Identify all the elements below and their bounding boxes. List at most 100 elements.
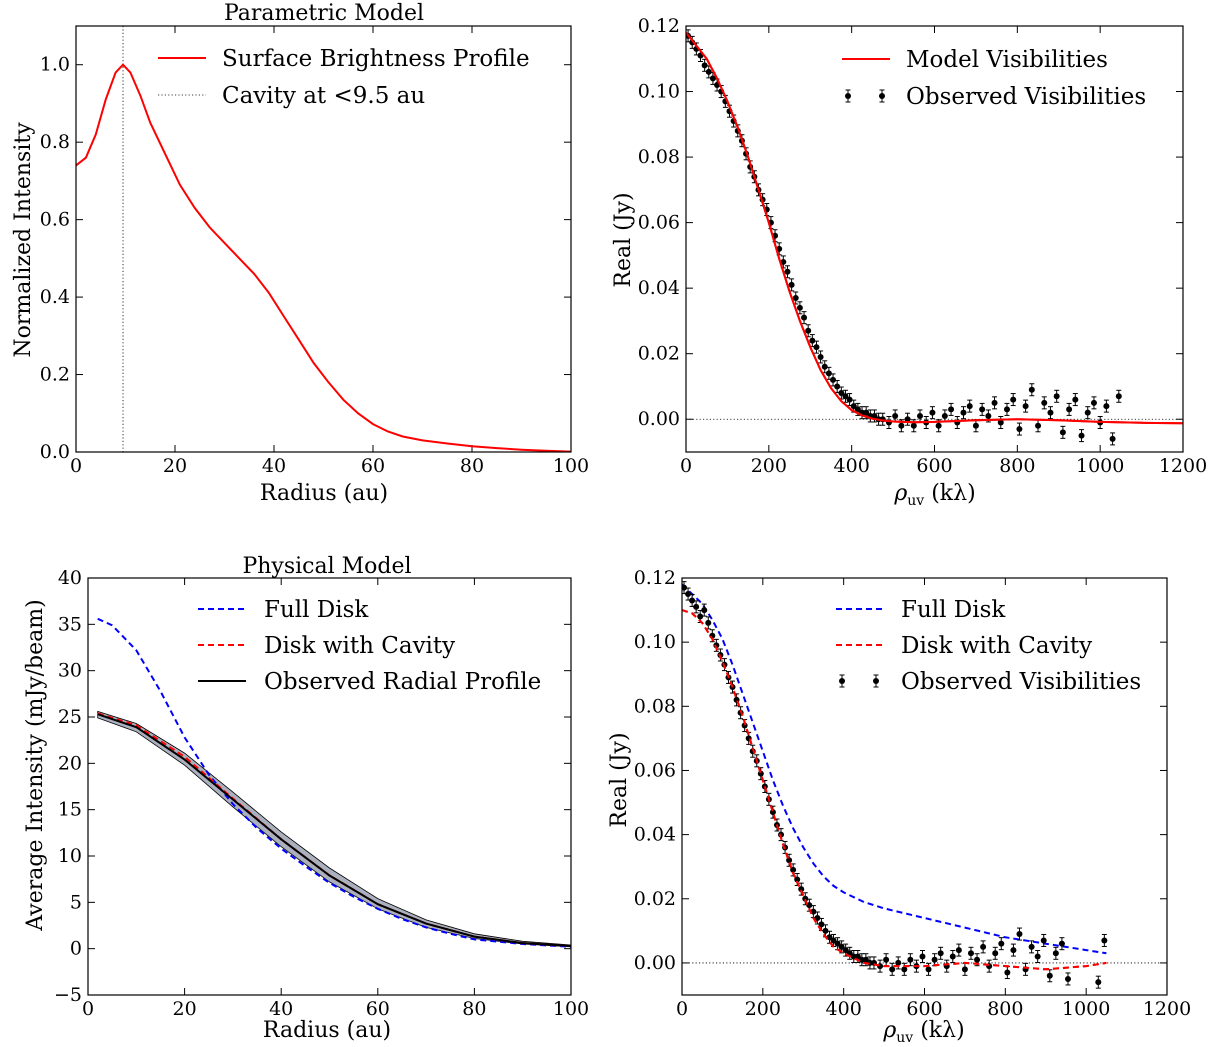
p2-xtick-label: 400 [834,455,870,477]
p2-xtick-label: 600 [916,455,952,477]
p4-data-point [685,587,692,601]
p4-data-point [943,959,950,973]
p3-legend-label: Observed Radial Profile [264,669,541,695]
p4-data-point [842,943,849,957]
p2-data-point [825,366,832,380]
p4-ytick-label: 0.00 [634,952,676,974]
p2-data-point [935,419,942,433]
p1-xtick-label: 60 [361,455,385,477]
p1-axes-frame [75,25,572,453]
p3-legend-label: Disk with Cavity [264,633,455,659]
p4-data-point [907,953,914,967]
p4-ytick-label: 0.12 [634,567,676,589]
p2-data-point [1016,422,1023,436]
p4-data-point [1101,933,1108,947]
p2-data-point [863,406,870,420]
p4-xtick-label: 800 [987,998,1023,1020]
p2-data-point [842,389,849,403]
p1-title: Parametric Model [224,1,424,26]
p4-data-point [883,953,890,967]
p4-series-line-1 [682,609,1107,971]
p1-ytick-label: 0.4 [40,286,70,308]
p2-data-point [780,255,787,269]
p1-ytick-label: 0.0 [40,441,70,463]
p3-legend-item: Full Disk [198,597,369,623]
p4-data-point [682,581,688,595]
p3-ytick-label: 5 [70,891,82,913]
p1-xtick-label: 100 [553,455,589,477]
p1-legend: Surface Brightness Profile Cavity at <9.5… [158,46,530,109]
p4-data-point [1040,933,1047,947]
p4-data-point [967,946,974,960]
p4-legend-item: Disk with Cavity [836,633,1092,659]
p4-data-point [1010,943,1017,957]
p4-data-point [693,600,700,614]
p4-legend-item: Full Disk [836,597,1006,623]
p3-ytick-label: 10 [58,845,82,867]
p2-data-point [1109,432,1116,446]
p2-data-point [941,409,948,423]
p2-data-point [796,301,803,315]
p3-uncertainty-band [97,710,571,948]
p2-data-point [997,416,1004,430]
p3-ytick-label: 35 [58,613,82,635]
p4-data-point [826,930,833,944]
p2-data-point [830,373,837,387]
p4-data-point [870,956,877,970]
p2-legend-label: Observed Visibilities [906,84,1146,110]
p4-legend-data-point [873,674,879,688]
p3-ytick-label: −5 [54,984,82,1006]
p4-data-point [1052,946,1059,960]
p2-data-point [834,379,841,393]
p1-ytick-label: 0.6 [40,209,70,231]
p3-ytick-label: 0 [70,938,82,960]
p4-ticks: 0 200 400 600 800 1000 1200 0.00 0.02 0.04 0.06 0.0… [634,567,1191,1020]
p3-xtick-label: 100 [553,998,589,1020]
p2-data-point [1035,419,1042,433]
p3-ytick-label: 30 [58,660,82,682]
p2-data-point [904,412,911,426]
p2-data-point [1059,425,1066,439]
p3-title: Physical Model [242,554,411,579]
p4-legend-item: Observed Visibilities [839,669,1141,695]
p2-ytick-label: 0.02 [638,343,680,365]
p1-legend-item: Surface Brightness Profile [158,46,530,72]
p4-data-point [980,940,987,954]
p1-legend-item: Cavity at <9.5 au [158,83,425,109]
p4-ytick-label: 0.06 [634,759,676,781]
panel-model-visibilities: ρuv (kλ) Real (Jy) 0 200 400 600 800 1000 1200… [611,15,1207,509]
p3-series-line-0 [97,617,571,948]
p4-legend-label: Observed Visibilities [901,669,1141,695]
p4-data-point [689,593,696,607]
p1-xtick-label: 40 [262,455,286,477]
p2-legend-data-point [845,89,851,103]
p2-data-point [817,350,824,364]
p2-xtick-label: 200 [751,455,787,477]
p4-data-point [701,603,708,617]
p4-data-point [901,962,908,976]
p4-data-point [998,937,1005,951]
p2-data-point [1028,383,1035,397]
p4-data-point [961,962,968,976]
p3-ylabel: Average Intensity (mJy/beam) [23,599,48,931]
p2-data-point [991,396,998,410]
p4-xlabel-subscript: uv [896,1030,913,1046]
p4-legend-data-point [839,674,845,688]
p4-data-point [705,616,712,630]
p2-data-point [1041,396,1048,410]
p1-xtick-label: 20 [163,455,187,477]
p3-ytick-label: 40 [58,567,82,589]
p2-legend: Model Visibilities Observed Visibilities [842,47,1146,110]
p2-data-point [801,311,808,325]
p2-ytick-label: 0.12 [638,15,680,37]
p2-xtick-label: 0 [680,455,692,477]
p2-data-point [1103,399,1110,413]
p4-data-point [919,950,926,964]
p4-legend-label: Disk with Cavity [901,633,1092,659]
p3-xtick-label: 80 [462,998,486,1020]
p2-ytick-label: 0.04 [638,277,680,299]
p4-legend: Full Disk Disk with Cavity Observed Visibi… [836,597,1141,695]
p4-data-point [862,953,869,967]
p4-xlabel-unit: (kλ) [913,1018,964,1043]
